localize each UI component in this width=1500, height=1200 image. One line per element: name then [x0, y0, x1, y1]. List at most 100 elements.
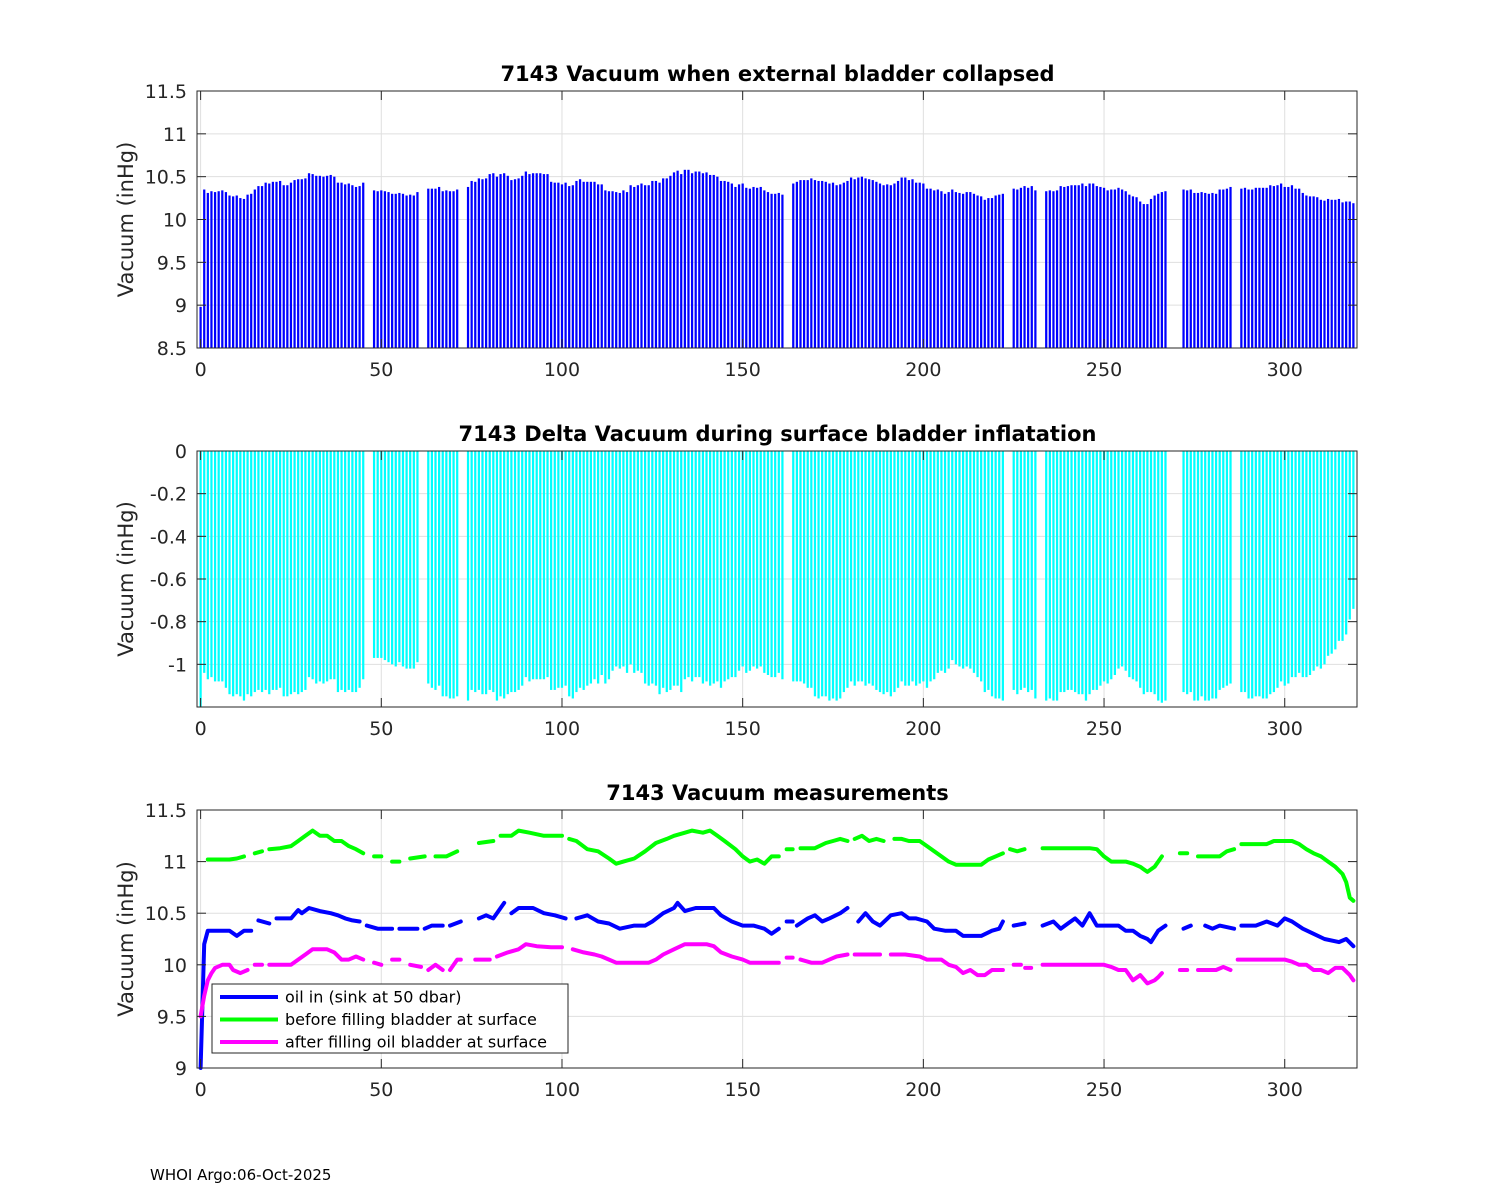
bar [1160, 192, 1163, 348]
bar [817, 451, 820, 699]
bar [868, 179, 871, 348]
bar [257, 186, 260, 348]
series-line [794, 906, 850, 928]
bar [947, 192, 950, 348]
bar [1074, 185, 1077, 348]
bar [835, 451, 838, 701]
y-tick-label: 0 [175, 441, 187, 463]
bar [1269, 185, 1272, 348]
bar [1084, 186, 1088, 348]
series-line [1239, 916, 1356, 949]
series-line [433, 849, 460, 859]
bar [286, 185, 289, 348]
y-axis-label: Vacuum (inHg) [114, 861, 138, 1017]
bar [756, 451, 759, 669]
ticks: 0 50 100 150 200 250 300 -1 -0.8 -0.6 -0.4 -0.2 0 [150, 441, 1357, 740]
x-tick-label: 100 [544, 718, 580, 740]
bar [987, 451, 990, 690]
bar [705, 451, 708, 682]
footer-credit: WHOI Argo:06-Oct-2025 [150, 1166, 332, 1184]
bar [1102, 451, 1106, 682]
x-tick-label: 0 [195, 1079, 207, 1101]
bar [998, 451, 1001, 699]
bar [857, 451, 860, 682]
series-line [476, 900, 507, 921]
bar [875, 181, 878, 348]
bar [936, 189, 939, 348]
bar [662, 451, 665, 688]
x-tick-label: 0 [195, 359, 207, 381]
bar [1034, 451, 1037, 699]
bar [495, 451, 499, 701]
bar [517, 178, 520, 348]
bar [741, 451, 744, 667]
bar [900, 177, 903, 348]
bar [1099, 186, 1102, 348]
y-tick-label: 11 [163, 852, 187, 874]
bar [864, 451, 867, 686]
bar [206, 192, 209, 348]
bar [730, 183, 733, 348]
bar [709, 174, 712, 348]
bar [672, 172, 676, 348]
bar [1261, 187, 1265, 348]
bar [940, 191, 943, 348]
bar [893, 451, 896, 693]
x-tick-label: 150 [725, 1079, 761, 1101]
bar [1063, 186, 1066, 348]
y-tick-label: -0.4 [150, 526, 187, 548]
bar [813, 180, 817, 348]
bar [1030, 451, 1033, 690]
bar [1214, 451, 1218, 699]
bar [774, 451, 777, 678]
bar [1120, 451, 1124, 667]
series-line [509, 906, 568, 921]
y-tick-label: 9 [175, 1058, 187, 1080]
bar [354, 186, 358, 348]
bar [719, 451, 723, 688]
series-line [1239, 839, 1356, 903]
bar [698, 451, 701, 678]
bar [394, 193, 397, 348]
bar [539, 451, 542, 680]
bar [611, 451, 614, 671]
bar [904, 177, 907, 348]
bar [712, 451, 715, 684]
bar [727, 181, 730, 348]
bar [282, 185, 285, 348]
y-axis-label: Vacuum (inHg) [114, 501, 138, 657]
bar [224, 192, 228, 348]
bar [232, 196, 235, 348]
bar [933, 451, 936, 680]
bar [1106, 451, 1109, 684]
bar [878, 451, 882, 693]
bar [488, 451, 491, 690]
bar [571, 451, 574, 699]
bar [1316, 197, 1319, 348]
bar [1319, 451, 1322, 669]
series-line [198, 962, 250, 1019]
legend-label: oil in (sink at 50 dbar) [285, 988, 462, 1007]
bar [1214, 193, 1218, 348]
bar [1016, 189, 1019, 348]
bar [311, 451, 314, 680]
bar [582, 451, 585, 690]
bar [221, 190, 224, 348]
bar [315, 175, 318, 348]
bar [1308, 196, 1312, 348]
bar [669, 451, 672, 690]
bar [481, 179, 484, 348]
bar [495, 176, 499, 348]
bar [1207, 193, 1210, 348]
x-tick-label: 50 [369, 1079, 393, 1101]
bar [770, 451, 773, 678]
bar [647, 185, 650, 348]
bar [1326, 198, 1330, 348]
bar [372, 451, 376, 658]
bar [206, 451, 209, 680]
bar [1298, 188, 1301, 348]
bar [1334, 451, 1337, 650]
bar [1081, 451, 1084, 695]
bar [1034, 190, 1037, 348]
bar [340, 451, 343, 690]
